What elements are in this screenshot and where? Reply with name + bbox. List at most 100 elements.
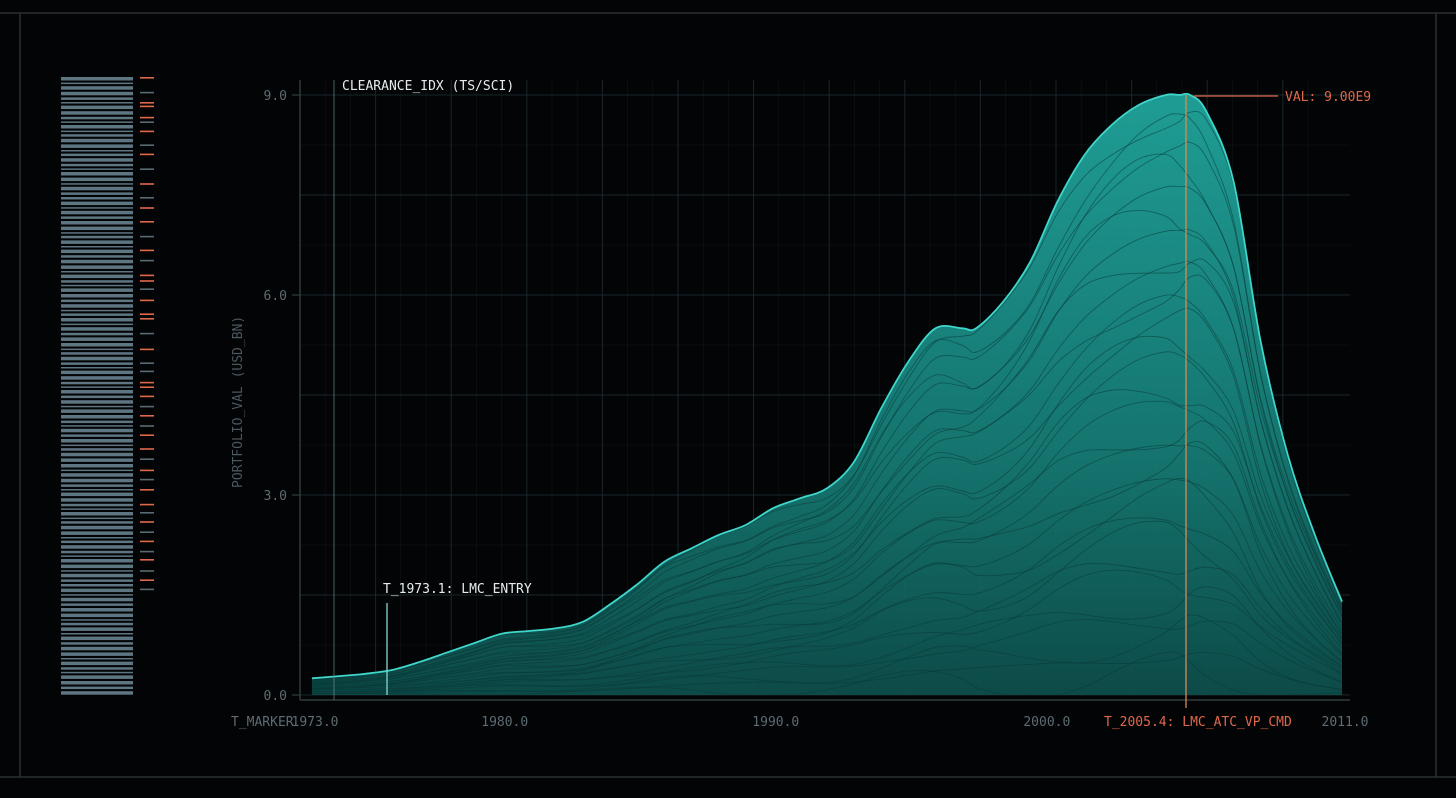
barcode-gray-tick (140, 588, 154, 591)
barcode-bar (61, 186, 133, 191)
barcode-bar (61, 531, 133, 535)
barcode-accent-tick (140, 521, 154, 523)
barcode-bar (61, 439, 133, 443)
y-axis-label: PORTFOLIO_VAL (USD_BN) (231, 316, 246, 488)
barcode-bar (61, 627, 133, 631)
barcode-bar (61, 138, 133, 143)
barcode-bar (61, 105, 133, 110)
barcode-accent-tick (140, 274, 154, 277)
barcode-gray-tick (140, 197, 154, 199)
barcode-bar (61, 158, 133, 162)
y-tick-label: 6.0 (264, 289, 287, 304)
area-top-edge (311, 92, 1343, 680)
barcode-bar (61, 226, 133, 231)
barcode-accent-tick (140, 249, 154, 252)
barcode-bar (61, 594, 133, 596)
barcode-bar (61, 642, 133, 645)
barcode-bar (61, 304, 133, 308)
barcode-bar (61, 489, 133, 491)
y-tick-label: 3.0 (264, 489, 287, 504)
area-contour-line (312, 618, 1342, 694)
barcode-gray-tick (140, 362, 154, 364)
x-axis-label: T_MARKER (231, 715, 294, 730)
area-contour-line (312, 517, 1342, 691)
y-tick-label: 9.0 (264, 89, 287, 104)
barcode-gray-tick (140, 259, 154, 262)
barcode-bar (61, 564, 133, 569)
area-contour-line (312, 478, 1342, 690)
barcode-bar (61, 362, 133, 365)
barcode-gray-tick (140, 370, 154, 373)
barcode-bar (61, 144, 133, 148)
barcode-accent-tick (140, 489, 154, 491)
barcode-bar (61, 183, 133, 185)
barcode-bar (61, 603, 133, 606)
barcode-bar (61, 540, 133, 544)
barcode-accent-tick (140, 153, 154, 156)
area-fill (312, 93, 1342, 695)
area-contour-line (312, 651, 1342, 695)
barcode-bar (61, 265, 133, 269)
barcode-bar (61, 503, 133, 507)
barcode-bar (61, 425, 133, 427)
barcode-accent-tick (140, 130, 154, 133)
area-contour-line (312, 185, 1342, 682)
barcode-bar (61, 559, 133, 563)
area-contour-line (312, 110, 1342, 680)
barcode-bar (61, 675, 133, 679)
barcode-bar (61, 134, 133, 137)
barcode-gray-tick (140, 458, 154, 460)
barcode-bar (61, 661, 133, 666)
barcode-bar (61, 570, 133, 572)
barcode-bar (61, 294, 133, 298)
barcode-bar (61, 130, 133, 133)
area-contour-line (312, 294, 1342, 685)
barcode-bar (61, 508, 133, 510)
barcode-bar (61, 348, 133, 351)
barcode-gray-tick (140, 91, 154, 94)
barcode-accent-tick (140, 559, 154, 561)
barcode-bar (61, 77, 133, 81)
area-contour-line (312, 441, 1342, 690)
barcode-bar (61, 478, 133, 483)
barcode-bar (61, 150, 133, 152)
barcode-accent-tick (140, 105, 154, 108)
area-contour-line (312, 274, 1342, 685)
barcode-bar (61, 646, 133, 651)
barcode-bar (61, 452, 133, 457)
barcode-bar (61, 111, 133, 115)
area-contour-line (312, 569, 1342, 693)
barcode-bar (61, 97, 133, 100)
barcode-bar (61, 498, 133, 502)
barcode-gray-tick (140, 478, 154, 481)
barcode-bar (61, 125, 133, 129)
x-tick-label: 1990.0 (752, 715, 799, 730)
barcode-bar (61, 667, 133, 670)
barcode-accent-tick (140, 540, 154, 543)
barcode-bar (61, 299, 133, 303)
barcode-bar (61, 386, 133, 388)
barcode-bar (61, 415, 133, 419)
barcode-bar (61, 216, 133, 219)
annotation-val-label: VAL: 9.00E9 (1285, 90, 1371, 105)
area-contour-line (312, 477, 1342, 690)
x-tick-label: 1980.0 (481, 715, 528, 730)
barcode-bar (61, 555, 133, 557)
area-contour-line (312, 113, 1342, 680)
frame-lines (0, 12, 1456, 778)
barcode-bar (61, 259, 133, 264)
barcode-bar (61, 309, 133, 312)
barcode-accent-tick (140, 448, 154, 450)
barcode-bar (61, 492, 133, 497)
barcode-bar (61, 584, 133, 587)
barcode-bar (61, 464, 133, 468)
barcode-gray-tick (140, 144, 154, 146)
annotation-peak-label: T_2005.4: LMC_ATC_VP_CMD (1104, 715, 1292, 730)
barcode-bar (61, 367, 133, 369)
barcode-bar (61, 192, 133, 195)
barcode-bar (61, 545, 133, 549)
barcode-bar (61, 318, 133, 322)
area-contour-line (312, 153, 1342, 681)
barcode-bar (61, 381, 133, 385)
